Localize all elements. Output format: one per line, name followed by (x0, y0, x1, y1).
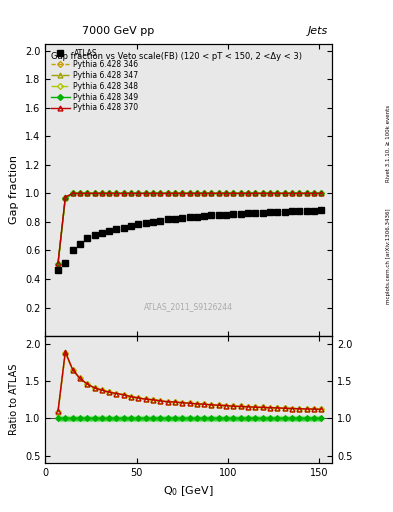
Text: 7000 GeV pp: 7000 GeV pp (82, 26, 154, 36)
Text: Gap fraction vs Veto scale(FB) (120 < pT < 150, 2 <Δy < 3): Gap fraction vs Veto scale(FB) (120 < pT… (51, 52, 302, 61)
Text: Jets: Jets (308, 26, 328, 36)
Y-axis label: Ratio to ATLAS: Ratio to ATLAS (9, 364, 19, 435)
Legend: ATLAS, Pythia 6.428 346, Pythia 6.428 347, Pythia 6.428 348, Pythia 6.428 349, P: ATLAS, Pythia 6.428 346, Pythia 6.428 34… (48, 47, 141, 115)
Text: mcplots.cern.ch [arXiv:1306.3436]: mcplots.cern.ch [arXiv:1306.3436] (386, 208, 391, 304)
X-axis label: Q$_0$ [GeV]: Q$_0$ [GeV] (163, 484, 214, 498)
Text: Rivet 3.1.10, ≥ 100k events: Rivet 3.1.10, ≥ 100k events (386, 105, 391, 182)
Text: ATLAS_2011_S9126244: ATLAS_2011_S9126244 (144, 303, 233, 311)
Y-axis label: Gap fraction: Gap fraction (9, 155, 19, 224)
